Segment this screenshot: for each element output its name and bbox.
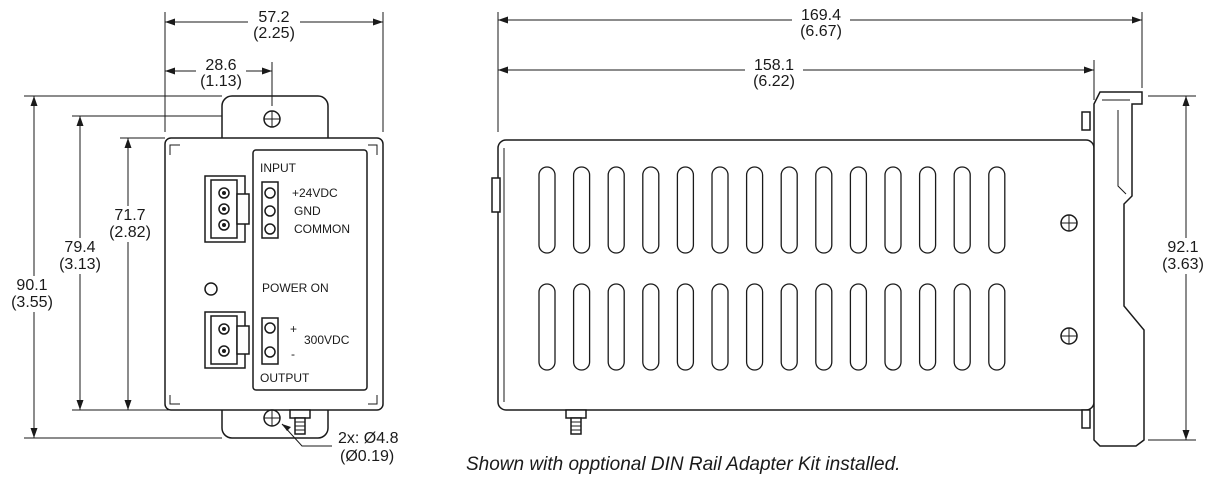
dim-width-mm: 57.2 (258, 9, 289, 26)
vent-slot (538, 283, 556, 371)
side-view: 169.4 (6.67) 158.1 (6.22) 92.1 (3.63) (491, 6, 1210, 447)
front-view: INPUT +24VDC GND COMMON POWER ON + 300VD… (4, 8, 399, 465)
dim-height-total-in: (3.55) (11, 294, 53, 311)
vent-slot (711, 166, 729, 254)
screw-icon (263, 110, 281, 128)
connector-icon (204, 175, 250, 243)
vent-slot (607, 166, 625, 254)
vent-slot (745, 283, 764, 371)
power-on-label: POWER ON (262, 281, 329, 295)
terminal-icon (261, 181, 279, 239)
arrow-icon (282, 424, 291, 431)
dim-height-body-mm: 79.4 (64, 239, 95, 256)
vent-slot (572, 283, 591, 371)
din-rail-icon (1081, 91, 1145, 447)
dim-rail-height-in: (3.63) (1162, 256, 1204, 273)
screw-icon (263, 409, 281, 427)
led-icon (204, 282, 218, 296)
dim-height-front-in: (2.82) (109, 224, 151, 241)
screw-icon (1060, 327, 1078, 345)
caption: Shown with opptional DIN Rail Adapter Ki… (466, 454, 900, 475)
output-label: OUTPUT (260, 371, 310, 385)
label-gnd: GND (294, 204, 321, 218)
dim-length-body-in: (6.22) (753, 73, 795, 90)
plus-label: + (290, 322, 297, 336)
vent-slot (572, 166, 591, 254)
terminal-icon (261, 317, 279, 365)
dim-hole-offset-in: (1.13) (200, 73, 242, 90)
label-300vdc: 300VDC (304, 333, 350, 347)
vent-slot (711, 283, 729, 371)
bnc-connector-icon (289, 409, 311, 435)
vent-slot (918, 283, 937, 371)
vent-slot (815, 283, 833, 371)
vent-slot (849, 283, 868, 371)
dim-length-total-in: (6.67) (800, 23, 842, 40)
dim-width-in: (2.25) (253, 25, 295, 42)
vent-slot (780, 166, 798, 254)
vent-slot (815, 166, 833, 254)
label-panel (252, 149, 368, 391)
label-common: COMMON (294, 222, 350, 236)
dim-length-total-mm: 169.4 (801, 7, 841, 24)
vent-slot (642, 283, 660, 371)
vent-slot (884, 166, 902, 254)
vent-slot (884, 283, 902, 371)
connector-icon (204, 311, 250, 369)
vent-slot (953, 283, 971, 371)
label-24vdc: +24VDC (292, 186, 338, 200)
vent-slot (953, 166, 971, 254)
vent-slot (676, 166, 695, 254)
dim-hole-offset-mm: 28.6 (205, 57, 236, 74)
vent-slot (849, 166, 868, 254)
minus-label: - (291, 347, 295, 361)
dim-length-body-mm: 158.1 (754, 57, 794, 74)
dim-height-front-mm: 71.7 (114, 207, 145, 224)
vent-slot (607, 283, 625, 371)
vent-slot (642, 166, 660, 254)
vent-slot (918, 166, 937, 254)
vent-slot (988, 166, 1006, 254)
vent-slots (538, 166, 1006, 371)
bnc-connector-icon (565, 409, 587, 435)
dim-hole-dia-mm: 2x: Ø4.8 (338, 430, 399, 447)
vent-slot (745, 166, 764, 254)
screw-icon (1060, 214, 1078, 232)
dim-height-body-in: (3.13) (59, 256, 101, 273)
vent-slot (988, 283, 1006, 371)
vent-slot (676, 283, 695, 371)
vent-slot (538, 166, 556, 254)
dim-rail-height-mm: 92.1 (1167, 239, 1198, 256)
dim-height-total-mm: 90.1 (16, 277, 47, 294)
vent-slot (780, 283, 798, 371)
dim-hole-dia-in: (Ø0.19) (340, 448, 394, 465)
input-label: INPUT (260, 161, 297, 175)
